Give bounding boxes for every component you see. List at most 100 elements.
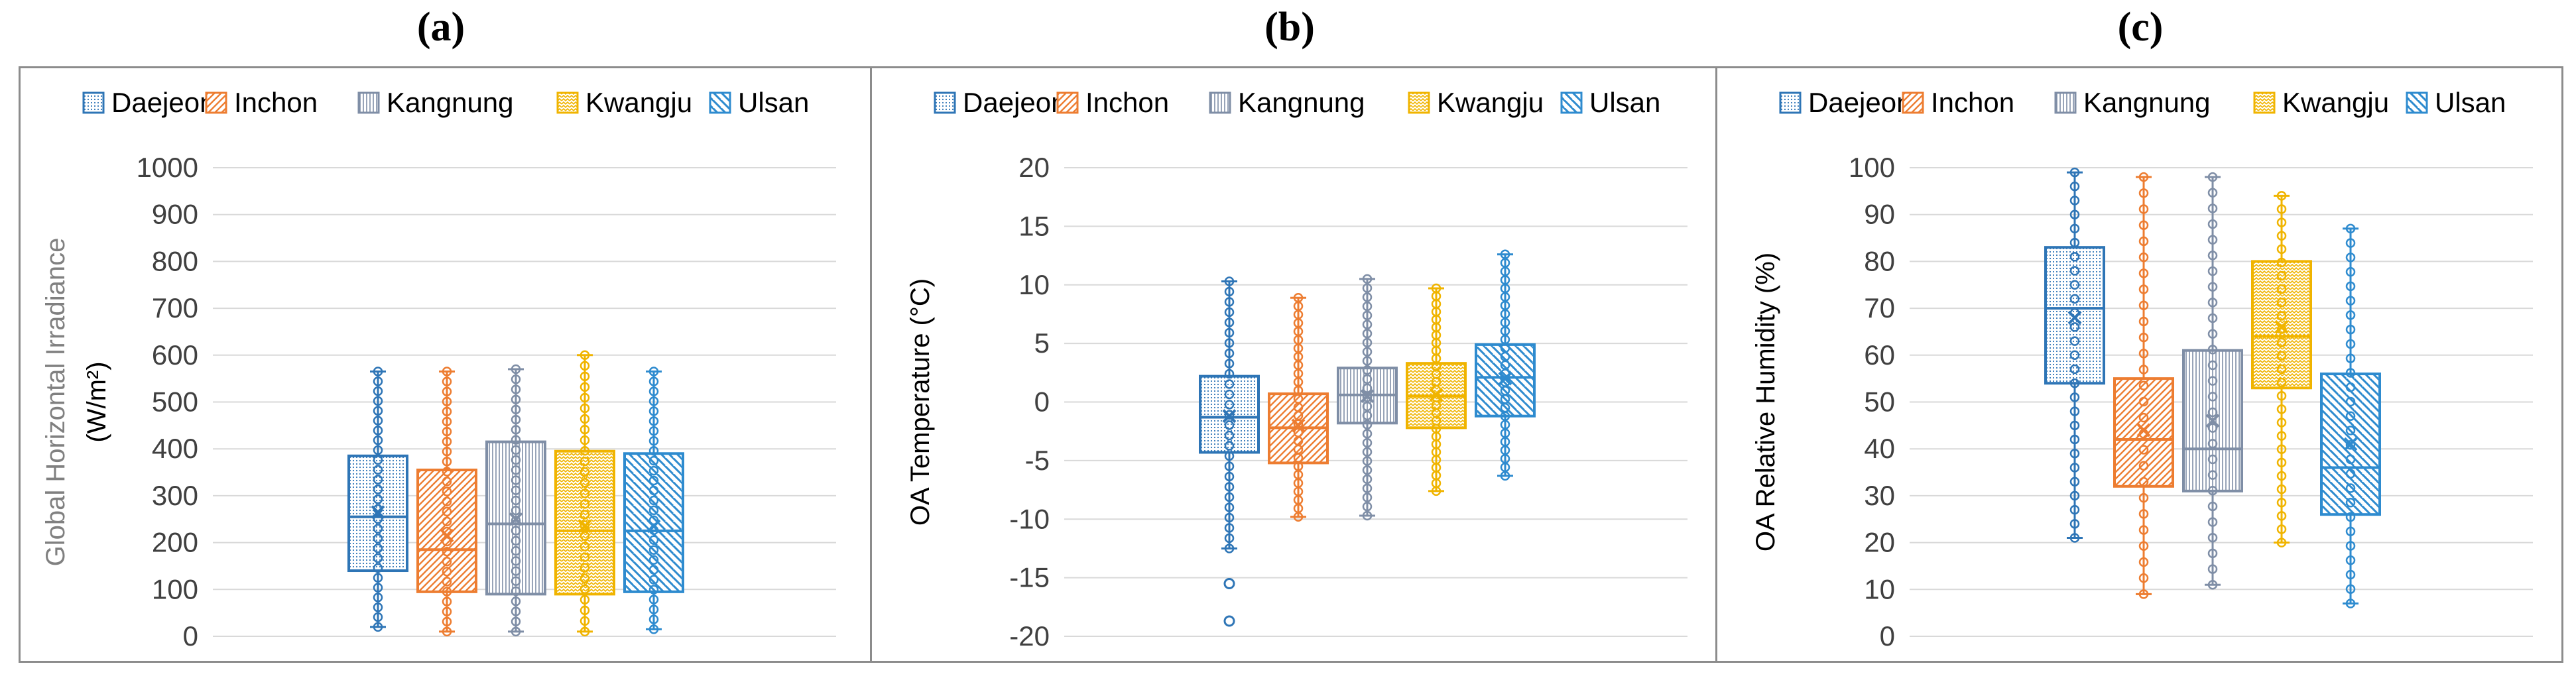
data-point [2345, 569, 2356, 580]
data-point [2276, 457, 2287, 468]
data-point [580, 605, 590, 616]
data-point [2138, 396, 2149, 407]
data-point [648, 367, 659, 376]
data-point [442, 447, 452, 457]
data-point [648, 535, 659, 545]
y-tick-label: 1000 [137, 152, 198, 183]
legend-swatch [1779, 91, 1802, 114]
legend-item-kangnung: Kangnung [2054, 87, 2211, 118]
data-point [2069, 196, 2080, 205]
data-point [648, 396, 659, 406]
outlier-point [1223, 615, 1235, 627]
data-point [511, 445, 521, 455]
data-point [1362, 310, 1373, 321]
data-point [1362, 410, 1373, 421]
chart-b: -20 -15 -10 -5 0 5 10 15 20 OA Temperature (°C) Da… [870, 66, 1717, 663]
data-point [511, 545, 521, 556]
data-point [2345, 266, 2356, 277]
data-point [442, 616, 452, 627]
data-point [2138, 268, 2149, 278]
data-point [1224, 338, 1235, 348]
chart-c: 0 10 20 30 40 50 60 70 80 90 100 OA Relative Humidi… [1715, 66, 2563, 663]
box-kangnung [1337, 274, 1398, 521]
data-point [2276, 524, 2287, 534]
data-point [2207, 188, 2218, 198]
data-point [373, 524, 383, 534]
data-point [373, 612, 383, 622]
data-point [2207, 282, 2218, 292]
data-point [1224, 461, 1235, 471]
data-point [2138, 188, 2149, 198]
data-point [2207, 329, 2218, 339]
data-point [2069, 266, 2080, 276]
data-point [442, 367, 452, 376]
data-point [580, 478, 590, 488]
data-point [511, 374, 521, 384]
data-point [580, 499, 590, 509]
data-point [2345, 253, 2356, 262]
data-point [1224, 286, 1235, 297]
data-point [2138, 573, 2149, 583]
data-point [1293, 292, 1304, 303]
data-point [1362, 447, 1373, 457]
data-point [2069, 477, 2080, 487]
data-point [511, 475, 521, 485]
data-point [2276, 298, 2287, 308]
data-point [373, 593, 383, 602]
data-point [648, 495, 659, 506]
y-tick-label: 400 [152, 433, 198, 464]
y-axis-unit: (W/m²) [82, 361, 111, 442]
y-tick-label: 40 [1864, 433, 1895, 464]
panel-label-b: (b) [1264, 5, 1315, 50]
legend-swatch [2253, 91, 2276, 114]
data-point [373, 445, 383, 455]
legend-item-kwangju: Kwangju [2253, 87, 2389, 118]
box-iqr [416, 469, 477, 593]
data-point [1362, 510, 1373, 521]
data-point [2138, 300, 2149, 310]
data-point [2345, 512, 2356, 522]
mean-marker [371, 505, 385, 520]
y-tick-label: 0 [183, 620, 198, 652]
data-point [580, 371, 590, 382]
data-point [511, 384, 521, 394]
data-point [648, 604, 659, 614]
data-point [580, 414, 590, 424]
data-point [1362, 292, 1373, 302]
data-point [373, 514, 383, 524]
y-tick-label: 10 [1864, 573, 1895, 604]
mean-marker [578, 519, 592, 534]
data-point [1362, 437, 1373, 448]
box-ulsan [1475, 249, 1536, 481]
data-point [580, 392, 590, 403]
data-point [2207, 266, 2218, 276]
y-tick-label: 90 [1864, 199, 1895, 230]
box-iqr [554, 449, 615, 596]
data-point [1224, 276, 1235, 286]
data-point [2138, 332, 2149, 343]
data-point [2207, 360, 2218, 371]
data-point [1224, 420, 1235, 430]
data-point [1224, 348, 1235, 359]
mean-marker [1429, 388, 1443, 402]
data-point [511, 394, 521, 404]
legend-label: Inchon [1085, 87, 1169, 118]
data-point [1224, 410, 1235, 420]
box-kangnung [2182, 172, 2243, 590]
data-point [580, 552, 590, 562]
data-point [442, 506, 452, 517]
y-axis-title: Global Horizontal Irradiance [41, 238, 70, 567]
chart-svg: 0 10 20 30 40 50 60 70 80 90 100 OA Relative Humidi… [1751, 87, 2533, 652]
y-tick-label: 100 [1849, 152, 1895, 183]
data-point [648, 555, 659, 565]
data-point [580, 595, 590, 605]
mean-marker [2343, 437, 2358, 451]
data-point [580, 456, 590, 467]
data-point [1362, 429, 1373, 439]
legend-swatch [1209, 91, 1231, 114]
data-point [2276, 391, 2287, 401]
data-point [2069, 449, 2080, 459]
data-point [2207, 517, 2218, 527]
data-point [2069, 223, 2080, 234]
legend-label: Daejeon [111, 87, 215, 118]
